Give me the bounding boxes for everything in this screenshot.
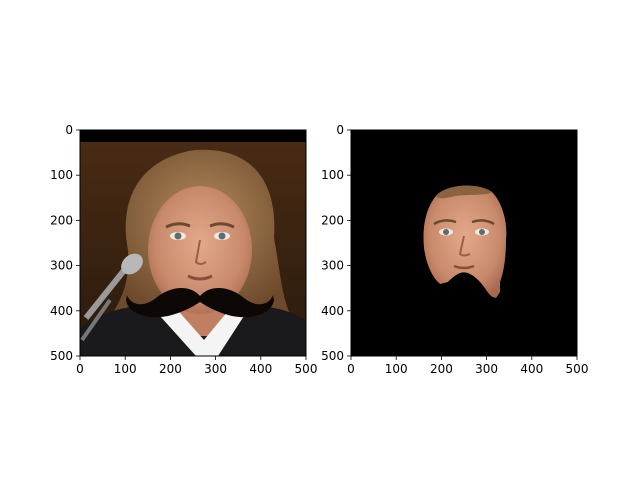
y-tick-label-left-0: 0	[65, 123, 73, 137]
shirt-collar	[160, 306, 244, 356]
y-tick-label-left-5: 500	[50, 349, 73, 363]
x-tick-label-right-3: 300	[475, 362, 498, 376]
y-tick-label-right-4: 400	[321, 304, 344, 318]
x-tick-label-right-0: 0	[347, 362, 355, 376]
axes-frame-right	[350, 129, 578, 357]
x-tick-label-left-5: 500	[295, 362, 318, 376]
y-tick-label-right-1: 100	[321, 168, 344, 182]
y-tick-label-left-4: 400	[50, 304, 73, 318]
microphone	[80, 253, 143, 342]
y-tick-label-left-3: 300	[50, 259, 73, 273]
x-tick-label-left-0: 0	[76, 362, 84, 376]
y-tick-label-right-2: 200	[321, 213, 344, 227]
mustache	[126, 287, 274, 318]
y-tick-label-right-3: 300	[321, 259, 344, 273]
x-tick-label-left-1: 100	[114, 362, 137, 376]
x-tick-label-left-2: 200	[159, 362, 182, 376]
x-tick-label-right-1: 100	[385, 362, 408, 376]
image-face-mask	[351, 130, 577, 356]
x-tick-label-right-2: 200	[430, 362, 453, 376]
image-top-border	[80, 130, 306, 142]
axes-frame-left	[79, 129, 307, 357]
x-tick-label-left-4: 400	[249, 362, 272, 376]
image-portrait-with-mustache	[80, 130, 306, 356]
face-region	[423, 185, 507, 298]
y-tick-label-right-0: 0	[336, 123, 344, 137]
x-tick-label-right-5: 500	[566, 362, 589, 376]
y-tick-label-right-5: 500	[321, 349, 344, 363]
y-tick-label-left-1: 100	[50, 168, 73, 182]
x-tick-label-right-4: 400	[520, 362, 543, 376]
x-tick-label-left-3: 300	[204, 362, 227, 376]
face	[148, 186, 252, 314]
y-tick-label-left-2: 200	[50, 213, 73, 227]
